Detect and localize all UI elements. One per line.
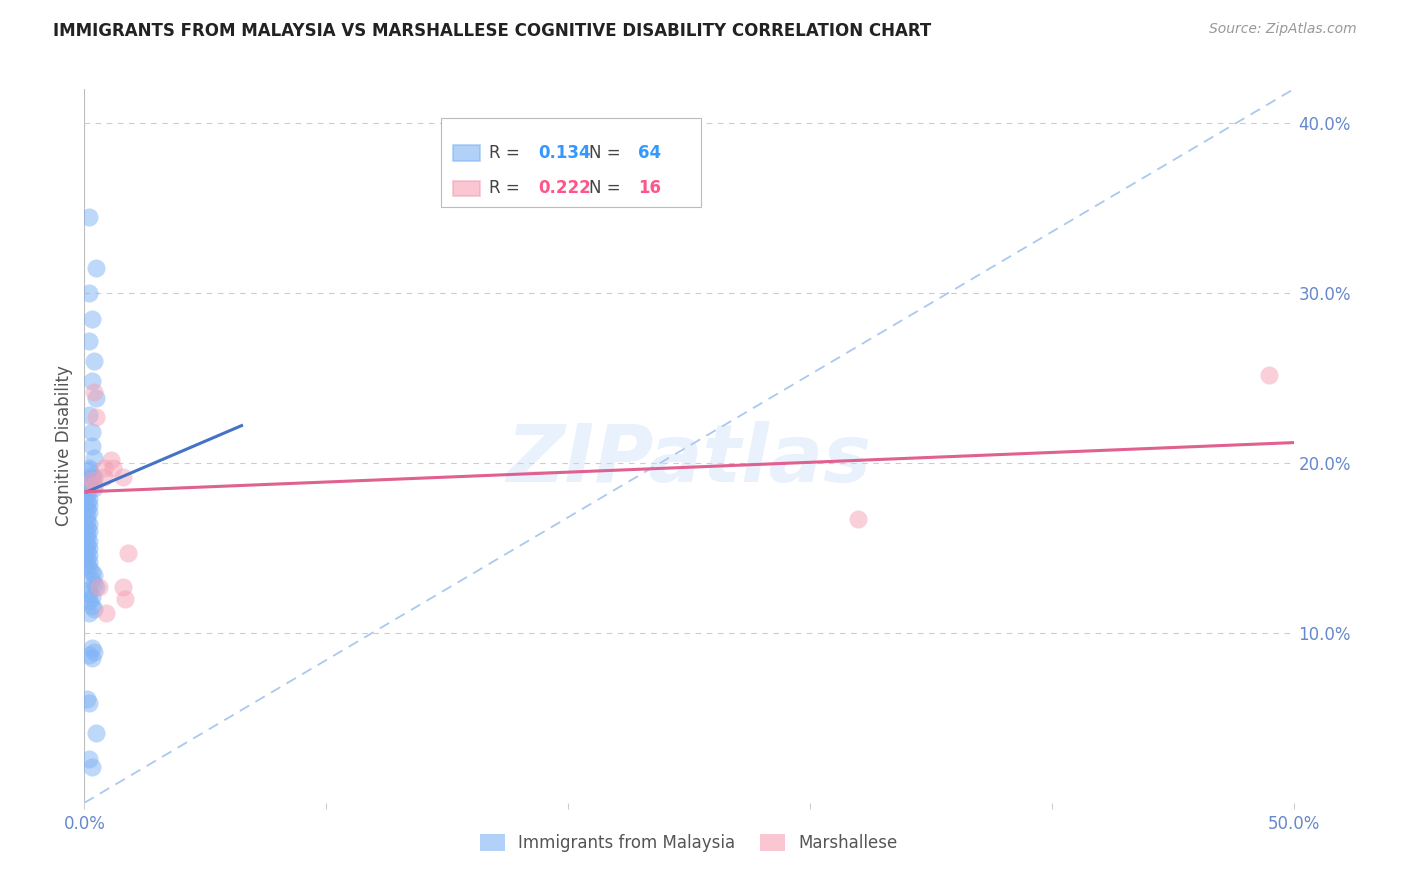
Point [83, 354, 105, 368]
Point [77, 696, 100, 710]
Point [86, 726, 108, 740]
Text: 0.222: 0.222 [538, 179, 591, 197]
Point [76, 484, 98, 499]
Point [80, 591, 103, 605]
Point [77, 409, 100, 423]
Point [83, 576, 105, 591]
Point [80, 599, 103, 613]
Point [77, 534, 100, 549]
Point [77, 334, 100, 348]
Point [76, 537, 98, 551]
Point [86, 410, 108, 425]
Point [77, 461, 100, 475]
Text: N =: N = [589, 179, 626, 197]
Point [83, 644, 105, 658]
Point [87, 580, 110, 594]
Point [77, 606, 100, 620]
Point [83, 450, 105, 465]
Point [80, 471, 103, 485]
Point [83, 478, 105, 492]
Point [80, 565, 103, 579]
FancyBboxPatch shape [453, 145, 479, 161]
Text: Source: ZipAtlas.com: Source: ZipAtlas.com [1209, 22, 1357, 37]
Point [100, 452, 122, 467]
Point [76, 475, 98, 489]
Point [76, 501, 98, 516]
Legend: Immigrants from Malaysia, Marshallese: Immigrants from Malaysia, Marshallese [474, 827, 904, 859]
Point [86, 260, 108, 275]
Point [86, 580, 108, 594]
Text: R =: R = [489, 179, 526, 197]
Text: ZIPatlas: ZIPatlas [506, 421, 872, 500]
Point [103, 461, 125, 475]
Point [76, 544, 98, 558]
Point [83, 568, 105, 582]
Point [77, 548, 100, 562]
Point [77, 751, 100, 765]
Point [93, 461, 115, 475]
Point [76, 531, 98, 545]
Point [846, 512, 869, 526]
Point [77, 648, 100, 662]
Point [77, 499, 100, 513]
Point [76, 495, 98, 509]
Point [77, 593, 100, 607]
Point [77, 583, 100, 598]
Point [76, 508, 98, 523]
Point [80, 425, 103, 440]
Point [77, 210, 100, 224]
Point [83, 471, 105, 485]
Point [77, 555, 100, 569]
Point [76, 488, 98, 502]
Point [80, 573, 103, 587]
Point [86, 392, 108, 406]
Point [77, 480, 100, 494]
Point [93, 469, 115, 483]
Point [76, 527, 98, 541]
Point [80, 311, 103, 326]
Text: 64: 64 [638, 144, 661, 161]
Point [77, 541, 100, 555]
Point [83, 482, 105, 496]
Point [80, 375, 103, 389]
Point [76, 514, 98, 528]
Point [76, 692, 98, 706]
Point [83, 384, 105, 399]
Point [83, 602, 105, 616]
Point [112, 469, 135, 483]
Y-axis label: Cognitive Disability: Cognitive Disability [55, 366, 73, 526]
Point [77, 491, 100, 506]
Point [77, 524, 100, 538]
Point [80, 439, 103, 453]
Text: 16: 16 [638, 179, 661, 197]
Point [80, 641, 103, 656]
Point [94, 606, 117, 620]
Point [76, 520, 98, 534]
Point [112, 580, 135, 594]
Point [80, 467, 103, 482]
Point [76, 558, 98, 572]
Point [1258, 368, 1281, 382]
Text: IMMIGRANTS FROM MALAYSIA VS MARSHALLESE COGNITIVE DISABILITY CORRELATION CHART: IMMIGRANTS FROM MALAYSIA VS MARSHALLESE … [53, 22, 932, 40]
Point [114, 591, 136, 606]
Point [76, 551, 98, 566]
Point [77, 517, 100, 532]
FancyBboxPatch shape [453, 180, 479, 196]
Point [80, 651, 103, 665]
Point [77, 561, 100, 575]
Point [77, 505, 100, 519]
Point [80, 760, 103, 774]
Point [77, 587, 100, 601]
Point [80, 473, 103, 487]
Point [77, 286, 100, 301]
Text: R =: R = [489, 144, 526, 161]
Point [77, 463, 100, 477]
Text: N =: N = [589, 144, 626, 161]
Text: 0.134: 0.134 [538, 144, 591, 161]
FancyBboxPatch shape [441, 118, 702, 207]
Point [117, 546, 139, 560]
